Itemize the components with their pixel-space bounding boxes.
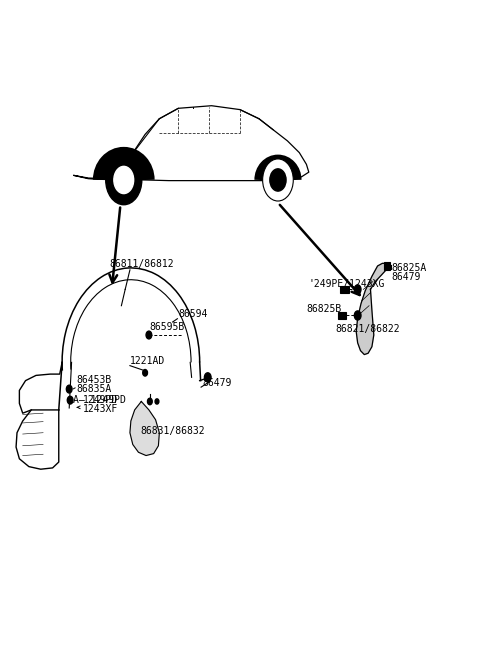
Circle shape: [114, 166, 133, 194]
Text: 1243XF: 1243XF: [83, 404, 118, 414]
Text: 86479: 86479: [202, 378, 231, 388]
Text: 86594: 86594: [179, 309, 208, 319]
Bar: [338, 311, 346, 319]
Circle shape: [155, 399, 159, 404]
Text: 1249PD: 1249PD: [83, 395, 118, 405]
Text: 86835A: 86835A: [76, 384, 111, 394]
Polygon shape: [356, 263, 388, 355]
Polygon shape: [130, 401, 159, 455]
Text: 86595B: 86595B: [150, 323, 185, 332]
Bar: [340, 286, 348, 293]
Circle shape: [354, 285, 361, 294]
Text: A— 1249PD: A— 1249PD: [73, 395, 126, 405]
Text: 86811/86812: 86811/86812: [109, 259, 174, 269]
Text: 86821/86822: 86821/86822: [335, 324, 399, 334]
Polygon shape: [74, 106, 309, 181]
Text: 86825B: 86825B: [306, 304, 342, 313]
Text: 86453B: 86453B: [76, 374, 111, 384]
Circle shape: [147, 398, 152, 405]
Text: 86479: 86479: [392, 272, 421, 283]
Circle shape: [263, 159, 293, 201]
Text: 86831/86832: 86831/86832: [140, 426, 205, 436]
Circle shape: [67, 396, 73, 404]
Circle shape: [354, 311, 361, 320]
Circle shape: [146, 331, 152, 339]
Circle shape: [106, 155, 142, 205]
Circle shape: [204, 373, 211, 382]
Circle shape: [143, 369, 147, 376]
Text: 86825A: 86825A: [392, 263, 427, 273]
Circle shape: [66, 385, 72, 393]
Text: '249PE/1243XG: '249PE/1243XG: [309, 279, 385, 290]
Circle shape: [270, 169, 286, 191]
Bar: [384, 261, 390, 270]
Text: 1221AD: 1221AD: [130, 355, 165, 366]
